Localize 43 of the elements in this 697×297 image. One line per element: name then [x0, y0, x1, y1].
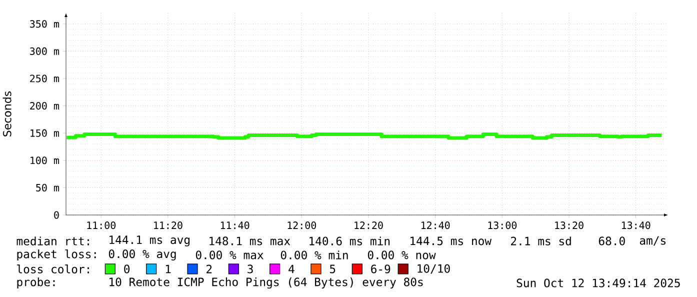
text: 0.00 % avg	[108, 250, 176, 260]
legend-label: 3	[248, 264, 253, 274]
text: 0.00 % max	[196, 250, 264, 260]
legend-label: 6-9	[371, 264, 390, 274]
text: 0.00 % now	[368, 250, 436, 260]
y-tick-label: 300 m	[30, 47, 60, 55]
text: probe:	[17, 277, 55, 288]
y-tick-label: 250 m	[30, 74, 60, 82]
y-tick-label: 50 m	[36, 184, 60, 192]
text: 144.5 ms now	[410, 236, 492, 246]
text: 2.1 ms sd	[511, 236, 571, 246]
text: 10 Remote ICMP Echo Pings (64 Bytes) every 80s	[110, 277, 423, 289]
legend-title: loss color:	[17, 264, 89, 274]
legend-label: 10/10	[418, 264, 450, 274]
x-tick-label: 12:00	[288, 222, 316, 230]
x-tick-label: 11:20	[154, 222, 182, 230]
legend-label: 5	[330, 264, 336, 274]
y-tick-label: 200 m	[30, 102, 60, 110]
y-axis-title: Seconds	[2, 91, 12, 136]
y-tick-label: 150 m	[30, 129, 60, 137]
text: am/s	[640, 236, 666, 246]
y-tick-label: 0	[54, 211, 59, 219]
text: 140.6 ms min	[310, 236, 390, 246]
x-tick-label: 12:20	[354, 222, 383, 230]
text: 144.1 ms avg	[110, 236, 190, 246]
text: 68.0	[598, 236, 625, 246]
y-tick-label: 100 m	[30, 156, 60, 164]
text: median rtt:	[16, 236, 89, 246]
legend-label: 4	[288, 264, 294, 274]
x-tick-label: 12:40	[421, 222, 450, 230]
x-tick-label: 13:40	[622, 222, 650, 230]
text: 0.00 % min	[280, 250, 348, 260]
legend-label: 0	[124, 264, 130, 274]
legend-label: 2	[206, 264, 212, 274]
text: Sun Oct 12 13:49:14 2025	[516, 278, 680, 288]
y-tick-label: 350 m	[30, 20, 60, 28]
text: packet loss:	[17, 249, 96, 261]
legend-label: 1	[166, 264, 171, 274]
x-tick-label: 13:00	[488, 222, 517, 230]
x-tick-label: 11:40	[220, 222, 250, 230]
x-tick-label: 11:00	[87, 222, 116, 230]
x-tick-label: 13:20	[555, 222, 584, 230]
text: 148.1 ms max	[210, 236, 290, 246]
